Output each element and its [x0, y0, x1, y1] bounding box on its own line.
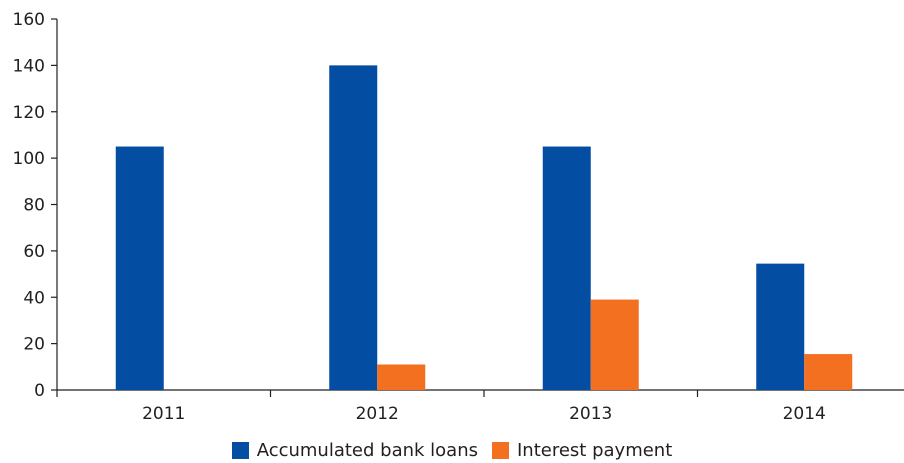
x-tick-label: 2012: [356, 404, 399, 424]
bar-accumulated-bank-loans-2014: [756, 263, 805, 390]
y-tick-label: 0: [34, 381, 45, 401]
y-tick-label: 20: [23, 335, 45, 355]
x-tick-label: 2014: [783, 404, 826, 424]
legend-label-interest-payment: Interest payment: [517, 440, 673, 461]
bar-accumulated-bank-loans-2012: [329, 65, 378, 390]
x-tick-label: 2011: [142, 404, 185, 424]
legend-label-accumulated-bank-loans: Accumulated bank loans: [256, 440, 478, 461]
legend-item-accumulated-bank-loans: Accumulated bank loans: [231, 440, 478, 461]
x-tick-label: 2013: [569, 404, 612, 424]
legend-swatch-interest-payment: [492, 442, 509, 459]
bars: [115, 65, 853, 390]
legend-item-interest-payment: Interest payment: [492, 440, 672, 461]
legend-swatch-accumulated-bank-loans: [231, 442, 249, 459]
bar-accumulated-bank-loans-2011: [115, 146, 164, 390]
bar-interest-payment-2014: [804, 354, 853, 390]
legend: Accumulated bank loans Interest payment: [0, 438, 904, 463]
y-tick-label: 60: [23, 242, 45, 262]
y-tick-label: 80: [23, 196, 45, 216]
y-tick-label: 140: [13, 56, 45, 76]
bar-interest-payment-2012: [377, 364, 426, 390]
y-tick-label: 160: [13, 10, 45, 30]
y-tick-label: 100: [13, 149, 45, 169]
bar-accumulated-bank-loans-2013: [542, 146, 591, 390]
x-axis: 2011 2012 2013 2014: [56, 389, 904, 424]
bar-interest-payment-2013: [590, 299, 639, 390]
y-tick-label: 40: [23, 288, 45, 308]
y-axis: 0 20 40 60 80 100 120 140 160: [13, 10, 58, 401]
y-tick-label: 120: [13, 103, 45, 123]
